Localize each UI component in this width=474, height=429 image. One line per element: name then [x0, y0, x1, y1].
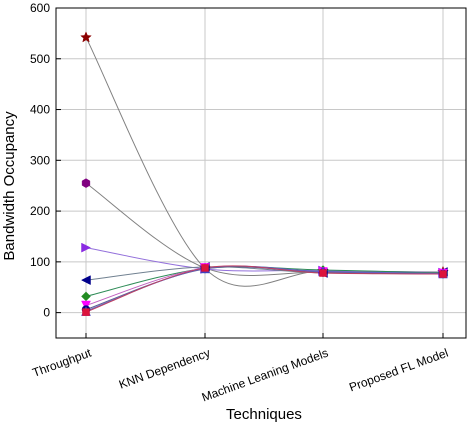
y-tick-label-4: 400: [30, 103, 50, 117]
y-tick-label-1: 100: [30, 255, 50, 269]
data-point-s1-0: [81, 178, 91, 188]
data-point-s0-0: [80, 31, 92, 43]
plot-frame: [55, 7, 467, 339]
y-tick-label-6: 600: [30, 1, 50, 15]
series-line-0: [85, 37, 444, 287]
x-tick-label-1: KNN Dependency: [117, 346, 212, 392]
x-tick-label-0: Throughput: [31, 345, 94, 379]
x-tick-label-3: Proposed FL Model: [347, 346, 450, 395]
x-axis-title: Techniques: [226, 406, 302, 423]
data-point-s8-3: [439, 270, 447, 278]
data-point-s8-2: [319, 269, 327, 277]
y-axis-title: Bandwidth Occupancy: [1, 111, 18, 261]
marker-layer: [80, 31, 449, 316]
y-tick-label-5: 500: [30, 52, 50, 66]
y-tick-label-0: 0: [43, 306, 50, 320]
data-point-s8-0: [82, 308, 90, 316]
series-line-8: [85, 265, 444, 313]
y-tick-label-2: 200: [30, 204, 50, 218]
axis-layer: 0 100 200 300 400 500 600 Throughput KNN Depende…: [30, 1, 467, 405]
y-tick-label-3: 300: [30, 153, 50, 167]
data-point-s4-0: [81, 291, 91, 302]
data-point-s3-0: [80, 275, 91, 286]
x-tick-label-2: Machine Leaning Models: [200, 346, 330, 405]
grid-layer: [56, 7, 466, 338]
data-point-s2-0: [81, 242, 92, 253]
series-layer: [85, 37, 444, 313]
data-point-s8-1: [201, 264, 209, 272]
